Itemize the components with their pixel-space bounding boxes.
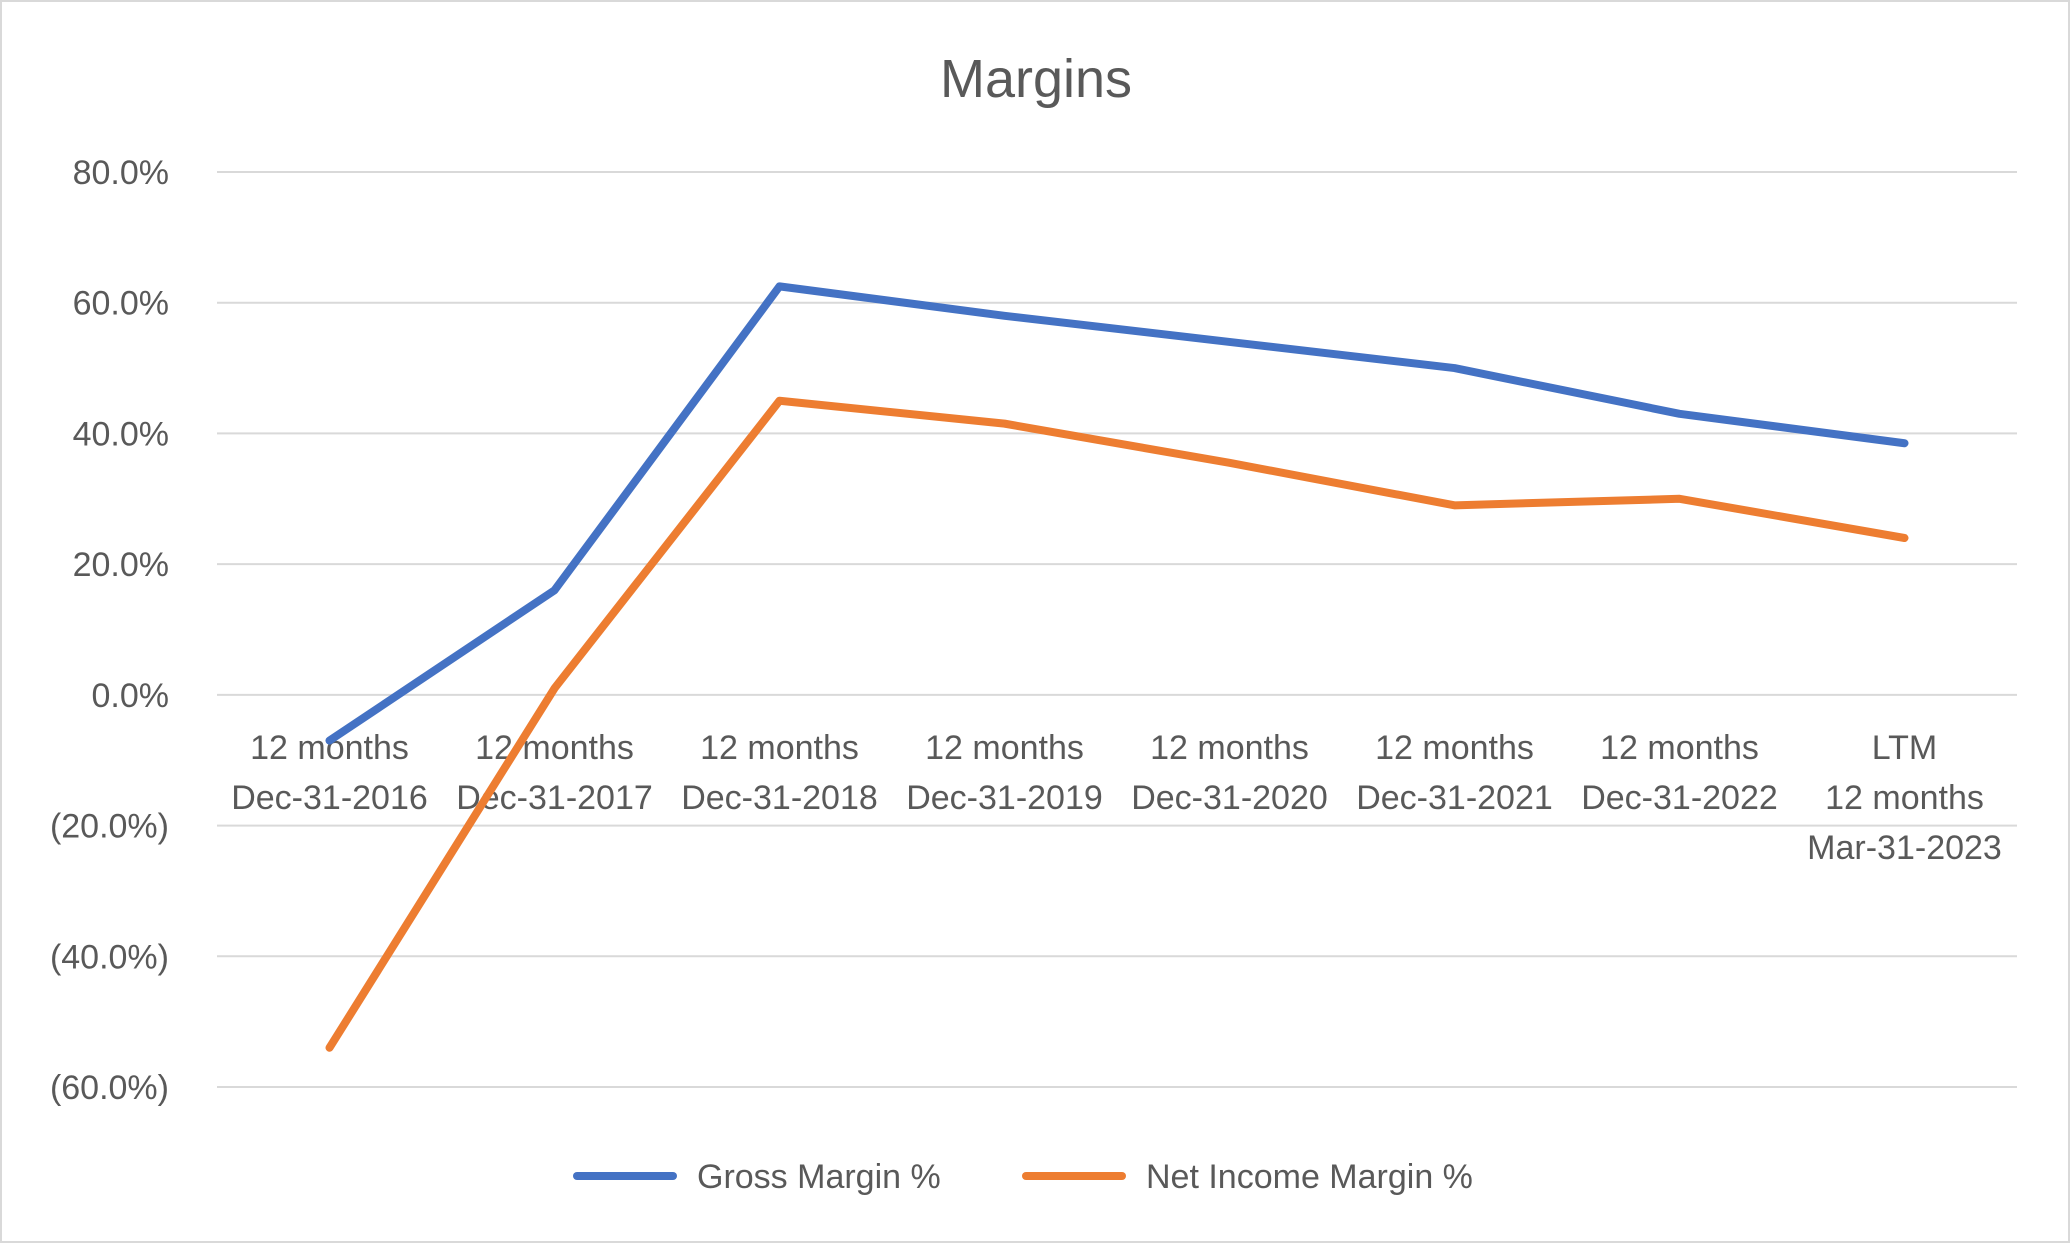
y-tick-label: (60.0%) (50, 1069, 169, 1107)
y-tick-label: 0.0% (92, 677, 170, 715)
y-tick-label: 20.0% (73, 546, 169, 584)
y-tick-label: 60.0% (73, 285, 169, 323)
data-point (554, 687, 555, 689)
gridlines (217, 171, 2017, 1088)
legend-item-gross-margin: Gross Margin % (573, 1158, 941, 1196)
x-tick-label: 12 months Dec-31-2020 (1131, 729, 1328, 817)
data-point (1229, 462, 1230, 464)
data-point (554, 589, 555, 591)
data-point (779, 285, 780, 287)
data-point (1904, 537, 1905, 539)
data-point (1679, 413, 1680, 415)
x-tick-label: 12 months Dec-31-2018 (681, 729, 878, 817)
x-tick-label: 12 months Dec-31-2021 (1356, 729, 1553, 817)
y-tick-label: 80.0% (73, 154, 169, 192)
x-tick-label: 12 months Dec-31-2016 (231, 729, 428, 817)
data-point (329, 1047, 330, 1049)
y-tick-label: (40.0%) (50, 938, 169, 976)
data-point (329, 740, 330, 742)
data-point (1679, 498, 1680, 500)
legend-item-net-income-margin: Net Income Margin % (1022, 1158, 1473, 1196)
data-point (779, 400, 780, 402)
data-point (1454, 504, 1455, 506)
x-tick-label: LTM 12 months Mar-31-2023 (1807, 729, 2002, 867)
series-line-gross-margin (325, 282, 1909, 745)
x-tick-label: 12 months Dec-31-2019 (906, 729, 1103, 817)
legend: Gross Margin % Net Income Margin % (573, 1158, 1473, 1196)
series-lines (325, 282, 1909, 1052)
y-axis-tick-labels: 80.0% 60.0% 40.0% 20.0% 0.0% (20.0%) (40.0%) (6… (50, 154, 169, 1107)
data-point (1004, 423, 1005, 425)
legend-label: Net Income Margin % (1146, 1158, 1473, 1196)
series-line-net-income-margin (325, 396, 1909, 1052)
legend-label: Gross Margin % (697, 1158, 941, 1196)
data-point (1904, 442, 1905, 444)
y-tick-label: 40.0% (73, 415, 169, 453)
data-point (1229, 341, 1230, 343)
data-point (1454, 367, 1455, 369)
x-tick-label: 12 months Dec-31-2022 (1581, 729, 1778, 817)
chart-title: Margins (940, 49, 1132, 109)
data-point (1004, 315, 1005, 317)
y-tick-label: (20.0%) (50, 808, 169, 846)
